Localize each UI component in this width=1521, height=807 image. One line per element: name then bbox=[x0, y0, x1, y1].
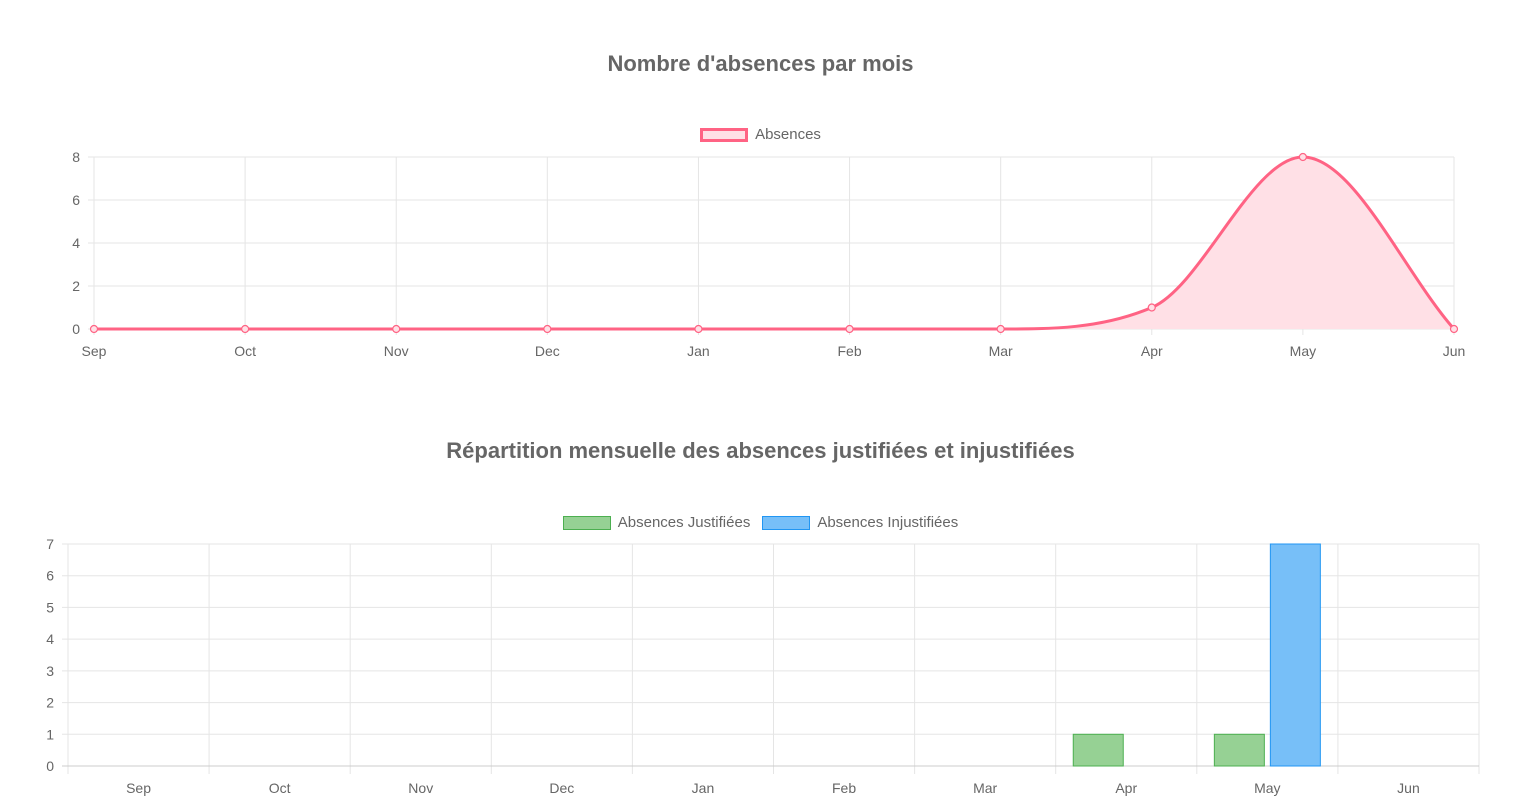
absences-point bbox=[996, 324, 1005, 334]
x-tick-label: Mar bbox=[973, 780, 997, 796]
x-tick-label: Feb bbox=[832, 780, 856, 796]
legend-label-absences: Absences bbox=[755, 126, 821, 143]
absences-point bbox=[1298, 152, 1307, 162]
y-tick-label: 6 bbox=[72, 192, 80, 208]
absences-point bbox=[845, 324, 854, 334]
y-tick-label: 8 bbox=[72, 149, 80, 165]
y-tick-label: 7 bbox=[46, 536, 54, 552]
x-tick-label: May bbox=[1254, 780, 1280, 796]
x-tick-label: Jun bbox=[1443, 343, 1466, 359]
absences-point bbox=[392, 324, 401, 334]
absences-point bbox=[694, 324, 703, 334]
line-chart-legend: Absences bbox=[0, 126, 1521, 143]
x-tick-label: May bbox=[1290, 343, 1316, 359]
legend-item-justified[interactable]: Absences Justifiées bbox=[562, 514, 751, 531]
absences-point bbox=[1449, 324, 1459, 334]
absences-point bbox=[89, 324, 99, 334]
absences-point bbox=[543, 324, 552, 334]
bar-chart-legend: Absences Justifiées Absences Injustifiée… bbox=[0, 514, 1521, 531]
x-tick-label: Nov bbox=[384, 343, 409, 359]
legend-swatch-justified bbox=[562, 515, 611, 530]
y-tick-label: 1 bbox=[46, 726, 54, 742]
x-tick-label: Jan bbox=[692, 780, 715, 796]
absences-point bbox=[1147, 303, 1156, 312]
bar-chart-title: Répartition mensuelle des absences justi… bbox=[446, 438, 1075, 463]
x-tick-label: Oct bbox=[269, 780, 291, 796]
legend-label-unjustified: Absences Injustifiées bbox=[817, 514, 959, 531]
x-tick-label: Apr bbox=[1141, 343, 1163, 359]
line-chart-title: Nombre d'absences par mois bbox=[607, 51, 914, 76]
x-tick-label: Jun bbox=[1397, 780, 1420, 796]
x-tick-label: Oct bbox=[234, 343, 256, 359]
x-tick-label: Apr bbox=[1115, 780, 1137, 796]
bar-justified bbox=[1213, 733, 1265, 767]
x-tick-label: Dec bbox=[549, 780, 574, 796]
y-tick-label: 3 bbox=[46, 663, 54, 679]
y-tick-label: 0 bbox=[72, 321, 80, 337]
x-tick-label: Jan bbox=[687, 343, 710, 359]
y-tick-label: 2 bbox=[46, 695, 54, 711]
legend-swatch-unjustified bbox=[762, 515, 811, 530]
absences-point bbox=[241, 324, 250, 334]
absences-line bbox=[94, 155, 1456, 331]
bar-unjustified bbox=[1269, 543, 1321, 767]
line-chart-canvas: 0 2 4 6 8 Sep Oct Nov Dec Jan Feb Mar Apr May Jun bbox=[72, 149, 1466, 359]
legend-swatch-absences bbox=[700, 127, 749, 142]
y-tick-label: 6 bbox=[46, 568, 54, 584]
y-tick-label: 5 bbox=[46, 599, 54, 615]
x-tick-label: Sep bbox=[82, 343, 107, 359]
x-tick-label: Mar bbox=[989, 343, 1013, 359]
legend-item-unjustified[interactable]: Absences Injustifiées bbox=[762, 514, 958, 531]
y-tick-label: 4 bbox=[72, 235, 80, 251]
x-tick-label: Nov bbox=[408, 780, 433, 796]
y-tick-label: 4 bbox=[46, 631, 54, 647]
absences-area bbox=[94, 157, 1454, 329]
x-tick-label: Feb bbox=[837, 343, 861, 359]
x-tick-label: Dec bbox=[535, 343, 560, 359]
legend-label-justified: Absences Justifiées bbox=[617, 514, 751, 531]
x-tick-label: Sep bbox=[126, 780, 151, 796]
legend-item-absences[interactable]: Absences bbox=[700, 126, 821, 143]
y-tick-label: 2 bbox=[72, 278, 80, 294]
bar-justified bbox=[1072, 733, 1124, 767]
y-tick-label: 0 bbox=[46, 758, 54, 774]
